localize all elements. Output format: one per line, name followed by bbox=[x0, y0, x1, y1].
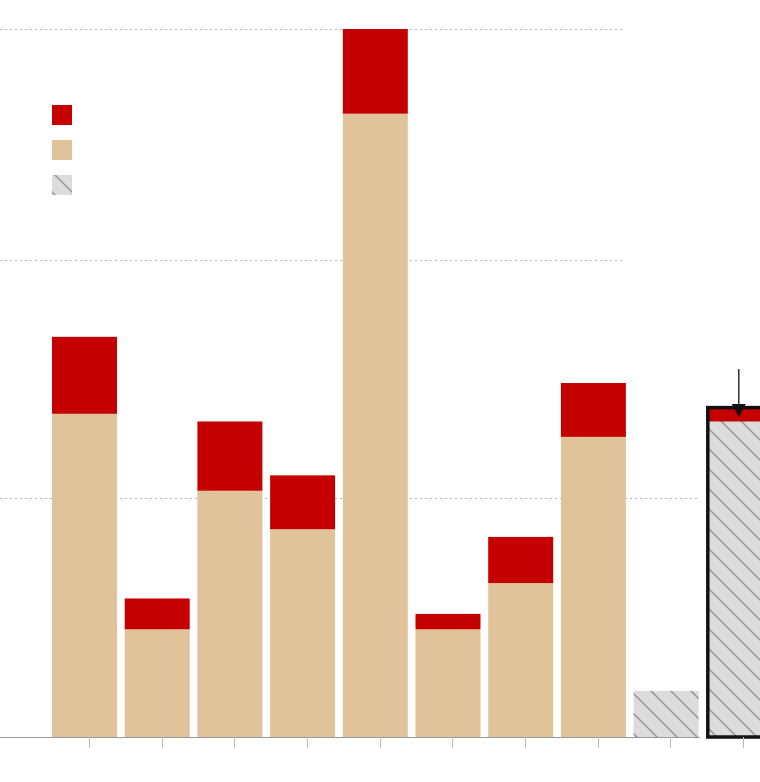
legend bbox=[52, 105, 72, 195]
bar-segment-red bbox=[197, 421, 263, 491]
bar-segment-red bbox=[415, 613, 481, 630]
legend-swatch-base bbox=[52, 175, 72, 195]
x-axis bbox=[0, 737, 744, 748]
bar-segment-red bbox=[488, 536, 554, 584]
bar-segment-tan bbox=[197, 490, 263, 737]
legend-swatch-red bbox=[52, 105, 72, 125]
bar-segment-red bbox=[706, 406, 760, 422]
bar-segment-base bbox=[706, 421, 760, 737]
bar-segment-base bbox=[633, 690, 699, 737]
bar-segment-red bbox=[342, 29, 408, 114]
bar-segment-tan bbox=[124, 629, 190, 737]
bar-segment-tan bbox=[560, 436, 626, 737]
bar-segment-tan bbox=[342, 113, 408, 738]
bar-segment-tan bbox=[270, 529, 336, 737]
bar-segment-tan bbox=[488, 583, 554, 737]
bars bbox=[52, 29, 760, 739]
bar-segment-tan bbox=[52, 413, 117, 737]
bar-segment-red bbox=[124, 598, 190, 630]
arrow-head-icon bbox=[731, 404, 746, 417]
bar-segment-red bbox=[52, 336, 117, 414]
bar-segment-red bbox=[270, 475, 336, 530]
bar-segment-red bbox=[560, 383, 626, 437]
annotations bbox=[731, 369, 746, 417]
legend-swatch-tan bbox=[52, 140, 72, 160]
bar-segment-tan bbox=[415, 629, 481, 737]
